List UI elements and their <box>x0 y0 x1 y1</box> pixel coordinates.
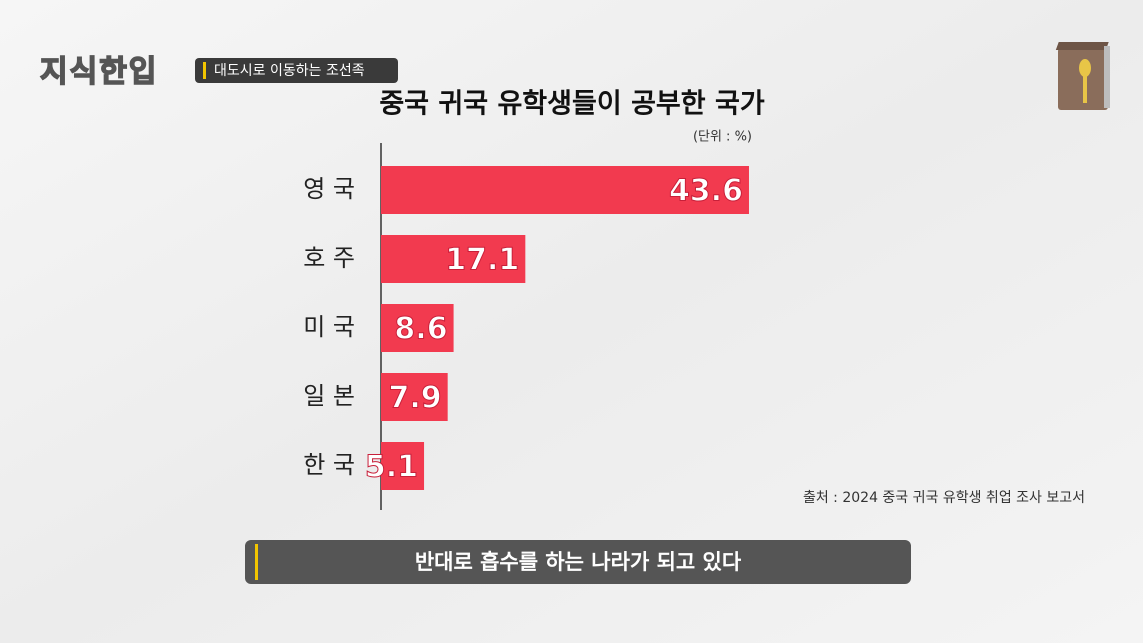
bar <box>381 442 425 490</box>
source: 출처 : 2024 중국 귀국 유학생 취업 조사 보고서 <box>803 490 1085 506</box>
bar <box>381 373 448 421</box>
category-label: 미 국 <box>303 313 355 341</box>
badge: 대도시로 이동하는 조선족 <box>214 63 365 79</box>
caption-accent <box>255 544 258 580</box>
bar <box>381 166 749 214</box>
category-label: 영 국 <box>303 175 355 203</box>
category-label: 일 본 <box>303 382 355 410</box>
badge-box <box>195 58 398 83</box>
value-label: 43.6 <box>669 174 743 209</box>
value-label: 5.1 <box>365 450 418 485</box>
book-icon <box>1055 42 1110 110</box>
caption: 반대로 흡수를 하는 나라가 되고 있다 <box>415 550 742 574</box>
value-label: 17.1 <box>445 243 519 278</box>
bar <box>381 304 454 352</box>
caption-box <box>245 540 911 584</box>
badge-accent <box>203 62 206 79</box>
logo: 지식한입 <box>40 55 158 90</box>
chart-title: 중국 귀국 유학생들이 공부한 국가 <box>379 89 765 120</box>
value-label: 7.9 <box>389 381 442 416</box>
unit-note: (단위 : %) <box>693 130 752 145</box>
value-label: 8.6 <box>394 312 447 347</box>
bar <box>381 235 526 283</box>
category-label: 호 주 <box>303 244 355 272</box>
category-label: 한 국 <box>303 451 355 479</box>
